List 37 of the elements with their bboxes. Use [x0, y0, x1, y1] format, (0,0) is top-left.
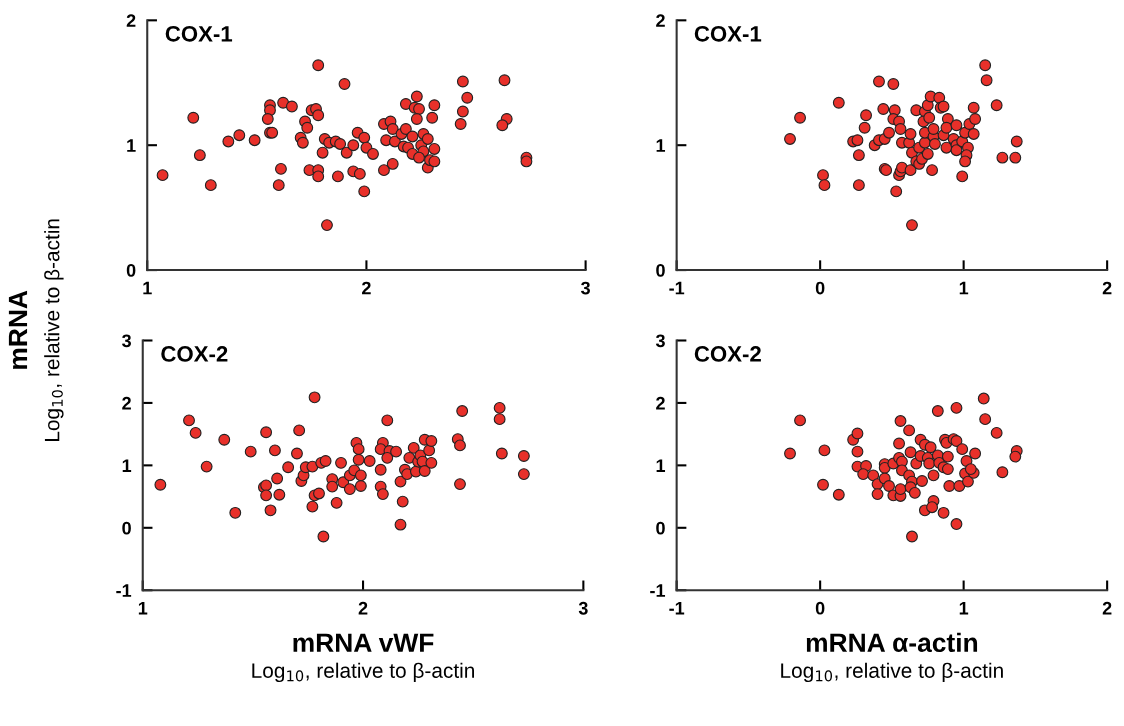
- x-tick-label: 1: [959, 602, 969, 615]
- y-tick-label: 1: [127, 139, 136, 152]
- x-tick-label: 3: [578, 601, 588, 615]
- y-tick-label: 3: [122, 334, 131, 348]
- x-axis-title: mRNA α-actin Log$_{10}$, relative to β-actin: [781, 632, 1003, 683]
- y-tick-label: 2: [126, 14, 136, 27]
- y-tick-label: 0: [656, 264, 665, 277]
- chart-title: COX-2: [694, 346, 761, 362]
- y-tick-label: 2: [122, 396, 131, 410]
- x-tick-label: 0: [815, 281, 825, 295]
- x-tick-label: 1: [138, 602, 148, 615]
- y-tick-label: 2: [656, 14, 665, 27]
- y-tick-label: 0: [126, 264, 136, 277]
- y-tick-label: -1: [650, 584, 666, 597]
- x-tick-label: 1: [143, 281, 152, 295]
- x-tick-label: 3: [581, 281, 590, 295]
- y-tick-label: 0: [656, 521, 665, 535]
- y-tick-label: -1: [116, 584, 132, 597]
- x-tick-label: -1: [669, 281, 685, 295]
- y-tick-label: 1: [656, 139, 666, 152]
- y-tick-label: 1: [122, 459, 132, 472]
- x-tick-label: -1: [669, 602, 685, 615]
- y-tick-label: 0: [122, 521, 131, 535]
- x-tick-label: 2: [362, 281, 371, 295]
- x-tick-label: 2: [1102, 601, 1112, 615]
- x-tick-label: 2: [1102, 281, 1112, 295]
- x-tick-label: 2: [358, 601, 368, 615]
- text: mRNA Log$_{10}$, relative to β-actin: [8, 219, 64, 442]
- x-tick-label: 0: [815, 601, 825, 615]
- x-axis-title: mRNA vWF Log$_{10}$, relative to β-actin: [252, 633, 474, 683]
- y-tick-label: 2: [656, 396, 665, 410]
- y-tick-label: 1: [656, 459, 666, 472]
- chart-title: COX-1: [165, 25, 233, 42]
- x-tick-label: 1: [959, 281, 969, 295]
- chart-title: COX-1: [694, 25, 762, 42]
- chart-title: COX-2: [161, 346, 228, 362]
- y-tick-label: 3: [655, 334, 665, 348]
